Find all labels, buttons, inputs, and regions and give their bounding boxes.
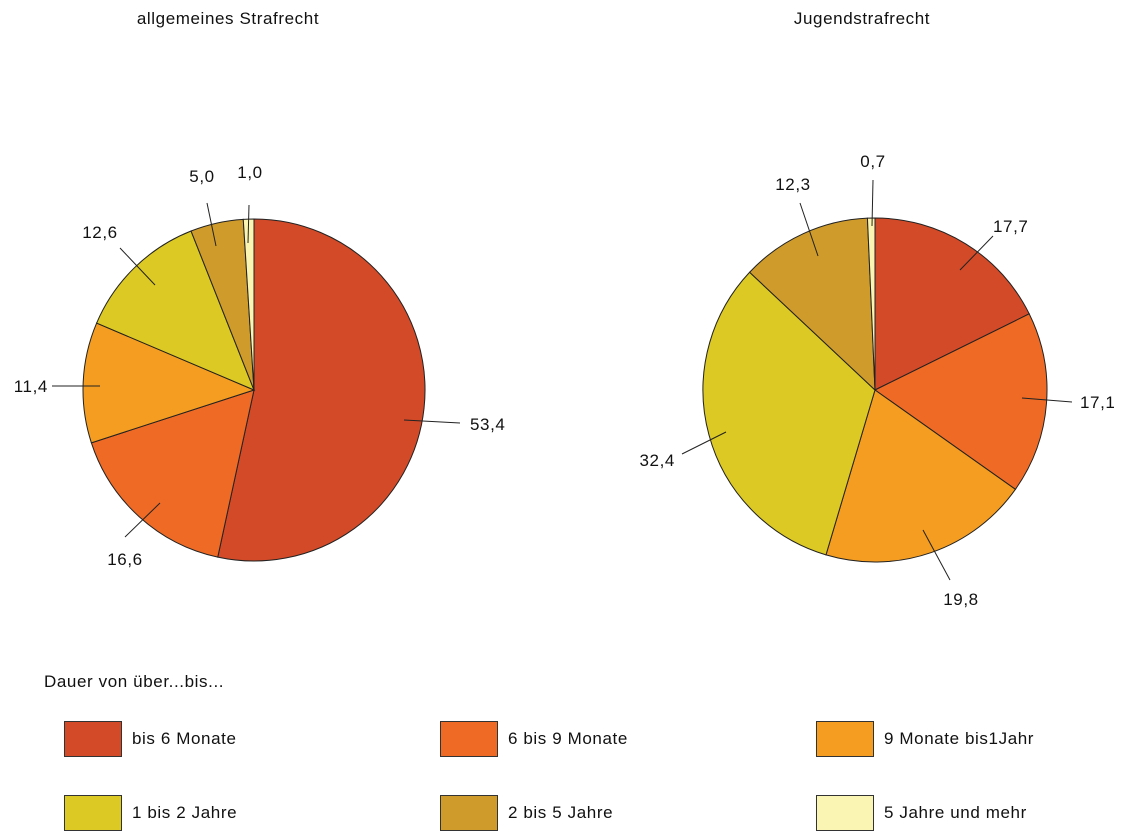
leader-line-5-jahre-und-mehr [247,204,250,244]
legend-label: 9 Monate bis1Jahr [884,729,1035,748]
data-label-bis-6-monate: 53,4 [470,415,506,434]
leader-line-2-bis-5-jahre [799,202,819,257]
legend-swatch [440,721,498,757]
legend-label: bis 6 Monate [132,729,237,748]
legend-item-1-bis-2-jahre: 1 bis 2 Jahre [64,795,237,831]
pie-slice-9-monate-bis-1-jahr [82,322,256,444]
legend-swatch [816,795,874,831]
legend-swatch [64,795,122,831]
legend-label: 6 bis 9 Monate [508,729,628,748]
chart-title-jugendstrafrecht: Jugendstrafrecht [794,9,930,28]
data-label-bis-6-monate: 17,7 [993,217,1029,236]
data-label-6-bis-9-monate: 17,1 [1080,393,1116,412]
legend-swatch [440,795,498,831]
leader-line-5-jahre-und-mehr [871,179,874,227]
pie-slice-6-bis-9-monate [90,389,255,558]
legend-label: 5 Jahre und mehr [884,803,1027,822]
legend-item-9-monate-bis-1-jahr: 9 Monate bis1Jahr [816,721,1034,757]
leader-line-6-bis-9-monate [1021,397,1073,403]
data-label-9-monate-bis-1-jahr: 11,4 [14,377,48,396]
pie-slice-9-monate-bis-1-jahr [825,389,1017,563]
data-label-5-jahre-und-mehr: 1,0 [237,163,262,182]
data-label-1-bis-2-jahre: 32,4 [640,451,676,470]
data-label-6-bis-9-monate: 16,6 [107,550,143,569]
leader-line-bis-6-monate [403,419,461,424]
leader-line-6-bis-9-monate [124,502,161,538]
pie-slice-6-bis-9-monate [874,313,1048,491]
data-label-5-jahre-und-mehr: 0,7 [860,152,885,171]
legend-title: Dauer von über...bis... [44,672,225,691]
pie-slice-1-bis-2-jahre [702,271,876,556]
data-label-2-bis-5-jahre: 5,0 [189,167,214,186]
pie-slice-bis-6-monate [217,218,426,562]
data-label-2-bis-5-jahre: 12,3 [775,175,811,194]
pie-slice-bis-6-monate [874,217,1030,391]
legend-label: 2 bis 5 Jahre [508,803,614,822]
legend-item-bis-6-monate: bis 6 Monate [64,721,237,757]
leader-line-1-bis-2-jahre [681,431,727,455]
leader-line-2-bis-5-jahre [206,202,217,247]
chart-title-allgemeines-strafrecht: allgemeines Strafrecht [137,9,319,28]
legend-label: 1 bis 2 Jahre [132,803,238,822]
pie-jugendstrafrecht: 17,7 17,1 19,8 32,4 12,3 0,7 [640,152,1116,609]
legend-swatch [64,721,122,757]
pie-slice-2-bis-5-jahre [748,217,876,392]
legend-swatch [816,721,874,757]
pie-slice-5-jahre-und-mehr [866,217,876,391]
pie-slice-1-bis-2-jahre [95,230,255,391]
leader-line-1-bis-2-jahre [119,247,156,286]
legend-item-2-bis-5-jahre: 2 bis 5 Jahre [440,795,613,831]
legend-item-5-jahre-und-mehr: 5 Jahre und mehr [816,795,1027,831]
pie-allgemeines-strafrecht: 53,4 16,6 11,4 12,6 5,0 1,0 [14,163,506,569]
legend-item-6-bis-9-monate: 6 bis 9 Monate [440,721,628,757]
data-label-9-monate-bis-1-jahr: 19,8 [943,590,979,609]
leader-line-bis-6-monate [959,235,994,271]
data-label-1-bis-2-jahre: 12,6 [82,223,118,242]
leader-line-9-monate-bis-1-jahr [922,529,951,581]
